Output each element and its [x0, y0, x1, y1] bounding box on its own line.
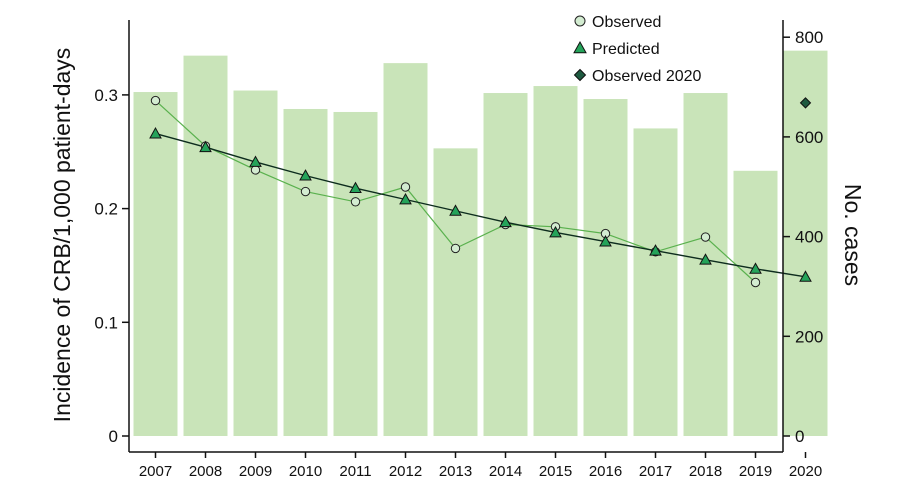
- x-tick-label-2015: 2015: [539, 463, 572, 480]
- x-tick-label-2014: 2014: [489, 463, 522, 480]
- predicted-point-2011: [349, 181, 362, 194]
- observed-point-2009: [250, 165, 261, 175]
- observed-point-2007: [150, 95, 161, 106]
- bar-2017: [633, 128, 678, 436]
- lines-layer: [149, 95, 812, 288]
- x-tick-label-2013: 2013: [439, 463, 472, 480]
- bar-2019: [733, 170, 778, 436]
- x-tick-label-2010: 2010: [289, 463, 322, 480]
- y-tick-label-0.1: 0.1: [94, 313, 118, 332]
- bar-2007: [133, 92, 178, 436]
- y2-tick-label-200: 200: [795, 327, 823, 346]
- y-tick-label-0: 0: [109, 427, 118, 446]
- predicted-point-2015: [549, 225, 562, 238]
- bar-2012: [383, 63, 428, 436]
- bar-2015: [533, 86, 578, 436]
- bar-2008: [183, 55, 228, 436]
- observed-point-2011: [350, 197, 361, 207]
- x-tick-label-2020: 2020: [789, 463, 822, 480]
- bar-2013: [433, 148, 478, 437]
- legend-predicted-label: Predicted: [592, 41, 660, 58]
- x-tick-label-2012: 2012: [389, 463, 422, 480]
- observed-point-2010: [300, 186, 311, 197]
- x-tick-label-2011: 2011: [339, 463, 371, 480]
- predicted-point-2020: [799, 270, 812, 282]
- bar-2009: [233, 90, 278, 437]
- x-tick-label-2007: 2007: [139, 463, 172, 480]
- predicted-point-2013: [449, 204, 462, 216]
- legend-predicted-marker: [573, 40, 587, 54]
- y2-tick-label-800: 800: [795, 28, 823, 47]
- bar-2011: [333, 111, 378, 436]
- observed-point-2012: [400, 182, 411, 192]
- x-tick-label-2019: 2019: [739, 463, 772, 480]
- predicted-point-2016: [599, 235, 612, 247]
- y-tick-label-0.3: 0.3: [94, 86, 118, 105]
- observed-2020-point: [799, 97, 812, 109]
- bar-2020: [783, 50, 828, 437]
- y2-tick-label-400: 400: [795, 228, 823, 247]
- bars-layer: [133, 50, 828, 437]
- predicted-point-2009: [249, 155, 262, 167]
- legend-observed-2020-marker: [573, 68, 587, 82]
- legend-observed-label: Observed: [592, 14, 661, 31]
- x-tick-label-2017: 2017: [639, 463, 672, 480]
- y2-tick-label-0: 0: [795, 427, 804, 446]
- x-tick-label-2016: 2016: [589, 463, 622, 480]
- ticks-layer: 0 0.1 0.2 0.3 0 200 400 600 800 2007 2008 2009 2010 2…: [94, 28, 823, 480]
- bar-2014: [483, 93, 528, 437]
- y2-tick-label-600: 600: [795, 128, 823, 147]
- predicted-series-line: [155, 132, 806, 278]
- predicted-point-2012: [399, 192, 412, 205]
- predicted-point-2019: [749, 262, 762, 274]
- x-tick-label-2009: 2009: [239, 463, 272, 480]
- predicted-point-2018: [699, 253, 712, 265]
- predicted-point-2008: [199, 140, 212, 153]
- bar-2010: [283, 108, 328, 436]
- observed-point-2019: [750, 277, 761, 288]
- predicted-point-2010: [299, 169, 312, 181]
- predicted-point-2017: [649, 244, 662, 256]
- legend-observed-marker: [574, 15, 586, 27]
- legend: Observed Predicted Observed 2020: [573, 14, 702, 85]
- y-axis-title: Incidence of CRB/1,000 patient-days: [49, 48, 75, 423]
- y-tick-label-0.2: 0.2: [94, 200, 118, 219]
- x-tick-label-2018: 2018: [689, 463, 722, 480]
- observed-point-2013: [450, 243, 461, 254]
- y2-axis-title: No. cases: [840, 184, 866, 286]
- bar-2016: [583, 99, 628, 436]
- predicted-point-2007: [149, 127, 162, 139]
- legend-observed-2020-label: Observed 2020: [592, 68, 702, 85]
- x-tick-label-2008: 2008: [189, 463, 222, 480]
- observed-point-2018: [700, 232, 711, 242]
- predicted-point-2014: [499, 215, 512, 228]
